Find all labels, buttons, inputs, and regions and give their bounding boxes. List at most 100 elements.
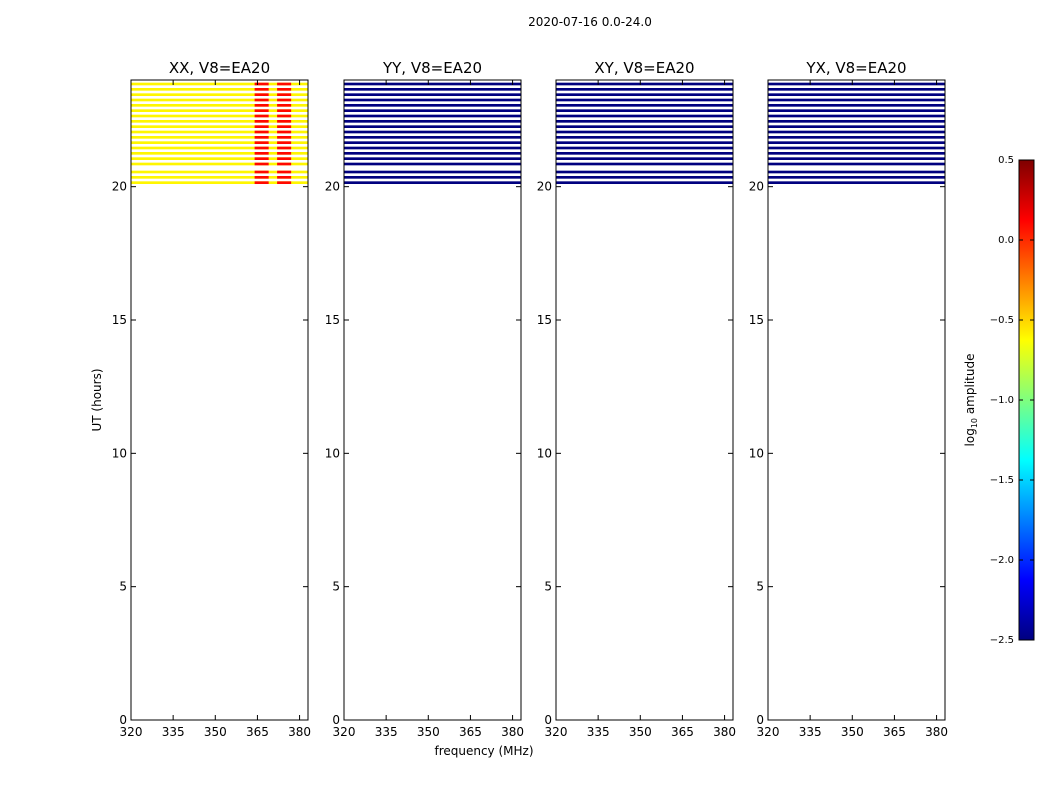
heatmap-row	[556, 125, 733, 128]
y-axis-label: UT (hours)	[90, 368, 104, 431]
heatmap-cell	[254, 82, 269, 86]
x-tick-label: 320	[333, 725, 356, 739]
y-tick-label: 20	[112, 180, 127, 194]
heatmap-cell	[254, 141, 269, 144]
y-tick-label: 5	[756, 580, 764, 594]
y-tick-label: 10	[537, 446, 552, 460]
heatmap-row	[768, 114, 945, 118]
heatmap-row	[131, 162, 308, 166]
heatmap-row	[768, 104, 945, 107]
heatmap-cell	[254, 125, 269, 128]
heatmap-row	[131, 146, 308, 150]
y-tick-label: 15	[112, 313, 127, 327]
y-tick-label: 20	[749, 180, 764, 194]
heatmap-row	[768, 88, 945, 91]
heatmap-cell	[254, 114, 269, 118]
panel-frame	[555, 79, 734, 721]
panel-frame	[130, 79, 309, 721]
panel-2: YY, V8=EA20 320 335 350 365 380 0 5 10 15 20	[325, 59, 524, 739]
y-tick-label: 10	[325, 446, 340, 460]
panel-4: YX, V8=EA20 320 335 350 365 380 0 5 10 15 20	[749, 59, 948, 739]
heatmap-row	[768, 170, 945, 174]
heatmap-row	[131, 120, 308, 123]
heatmap-cell	[277, 109, 292, 112]
heatmap-row	[131, 114, 308, 118]
heatmap-row	[131, 82, 308, 86]
heatmap-row	[556, 141, 733, 144]
heatmap-cell	[277, 136, 292, 139]
heatmap-row	[344, 130, 521, 134]
heatmap-row	[344, 104, 521, 107]
heatmap-row	[344, 170, 521, 174]
heatmap-row	[556, 114, 733, 118]
heatmap-row	[131, 136, 308, 139]
x-tick-label: 350	[204, 725, 227, 739]
x-tick-label: 380	[713, 725, 736, 739]
heatmap-cell	[277, 88, 292, 91]
y-tick-label: 20	[325, 180, 340, 194]
heatmap-cell	[254, 120, 269, 123]
heatmap-row	[131, 157, 308, 160]
heatmap-row	[556, 130, 733, 134]
heatmap-row	[131, 93, 308, 96]
heatmap-cell	[277, 104, 292, 107]
y-tick-label: 10	[112, 446, 127, 460]
panel-frame	[767, 79, 946, 721]
heatmap-row	[344, 114, 521, 118]
colorbar-tick-label: 0.5	[998, 155, 1014, 166]
heatmap-row	[344, 146, 521, 150]
heatmap-row	[131, 98, 308, 102]
heatmap-cell	[254, 104, 269, 107]
x-tick-label: 380	[501, 725, 524, 739]
heatmap-row	[768, 120, 945, 123]
y-tick-label: 0	[332, 713, 340, 727]
y-tick-label: 5	[544, 580, 552, 594]
heatmap-row	[768, 162, 945, 166]
colorbar: 0.5 0.0 −0.5 −1.0 −1.5 −2.0 −2.5 log10 amplitud…	[963, 155, 1035, 646]
heatmap-cell	[277, 82, 292, 86]
y-tick-label: 0	[756, 713, 764, 727]
colorbar-label-main: log	[963, 428, 977, 446]
y-tick-label: 5	[332, 580, 340, 594]
heatmap-row	[556, 88, 733, 91]
heatmap-cell	[277, 146, 292, 150]
heatmap-cell	[277, 141, 292, 144]
x-tick-label: 365	[246, 725, 269, 739]
heatmap-cell	[277, 181, 292, 184]
y-tick-label: 15	[537, 313, 552, 327]
heatmap-cell	[277, 114, 292, 118]
heatmap-row	[131, 176, 308, 179]
heatmap-row	[344, 109, 521, 112]
panel-title: YX, V8=EA20	[805, 59, 906, 77]
heatmap-row	[768, 146, 945, 150]
x-tick-label: 380	[288, 725, 311, 739]
panel-title: XY, V8=EA20	[594, 59, 694, 77]
heatmap-row	[768, 152, 945, 155]
heatmap-cell	[254, 93, 269, 96]
heatmap-cell	[277, 176, 292, 179]
heatmap-row	[556, 82, 733, 86]
heatmap-row	[768, 136, 945, 139]
heatmap-cell	[277, 125, 292, 128]
heatmap-row	[344, 181, 521, 184]
heatmap-cell	[254, 98, 269, 102]
heatmap-row	[344, 176, 521, 179]
y-tick-label: 5	[119, 580, 127, 594]
x-tick-label: 335	[162, 725, 185, 739]
x-tick-label: 365	[883, 725, 906, 739]
y-tick-label: 20	[537, 180, 552, 194]
heatmap-row	[768, 109, 945, 112]
heatmap-cell	[254, 176, 269, 179]
heatmap-cell	[254, 162, 269, 166]
panel-3: XY, V8=EA20 320 335 350 365 380 0 5 10 15 20	[537, 59, 736, 739]
heatmap-row	[344, 162, 521, 166]
heatmap-cell	[277, 98, 292, 102]
x-tick-label: 335	[587, 725, 610, 739]
heatmap-row	[344, 93, 521, 96]
heatmap-row	[556, 98, 733, 102]
heatmap-row	[768, 181, 945, 184]
heatmap-cell	[277, 93, 292, 96]
heatmap-row	[131, 104, 308, 107]
